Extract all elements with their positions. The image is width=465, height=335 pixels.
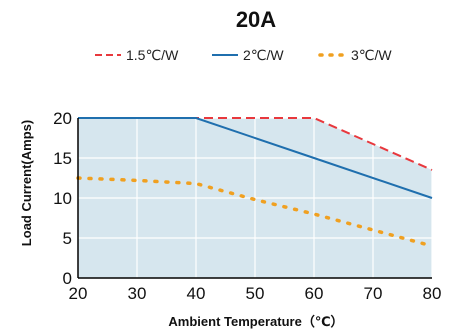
x-tick-label: 60 <box>305 284 324 303</box>
series-line-2 <box>78 117 433 199</box>
y-axis-label: Load Current(Amps) <box>19 120 34 246</box>
y-tick-label: 5 <box>63 229 72 248</box>
x-tick-label: 80 <box>423 284 442 303</box>
x-tick-label: 50 <box>246 284 265 303</box>
series-line-3 <box>76 176 434 248</box>
legend: 1.5℃/W 2℃/W 3℃/W <box>95 47 392 63</box>
x-tick-label: 70 <box>364 284 383 303</box>
y-tick-label: 10 <box>53 189 72 208</box>
x-tick-label: 40 <box>187 284 206 303</box>
y-tick-label: 15 <box>53 149 72 168</box>
plot-area: 20 30 40 50 60 70 80 0 5 10 15 20 <box>53 109 441 303</box>
legend-label-1: 1.5℃/W <box>126 47 179 63</box>
x-tick-label: 30 <box>128 284 147 303</box>
chart-title: 20A <box>236 7 276 32</box>
y-tick-label: 0 <box>63 269 72 288</box>
legend-label-2: 2℃/W <box>243 47 284 63</box>
x-tick-label: 20 <box>69 284 88 303</box>
y-tick-label: 20 <box>53 109 72 128</box>
legend-label-3: 3℃/W <box>351 47 392 63</box>
x-axis-label: Ambient Temperature（℃） <box>168 314 343 329</box>
